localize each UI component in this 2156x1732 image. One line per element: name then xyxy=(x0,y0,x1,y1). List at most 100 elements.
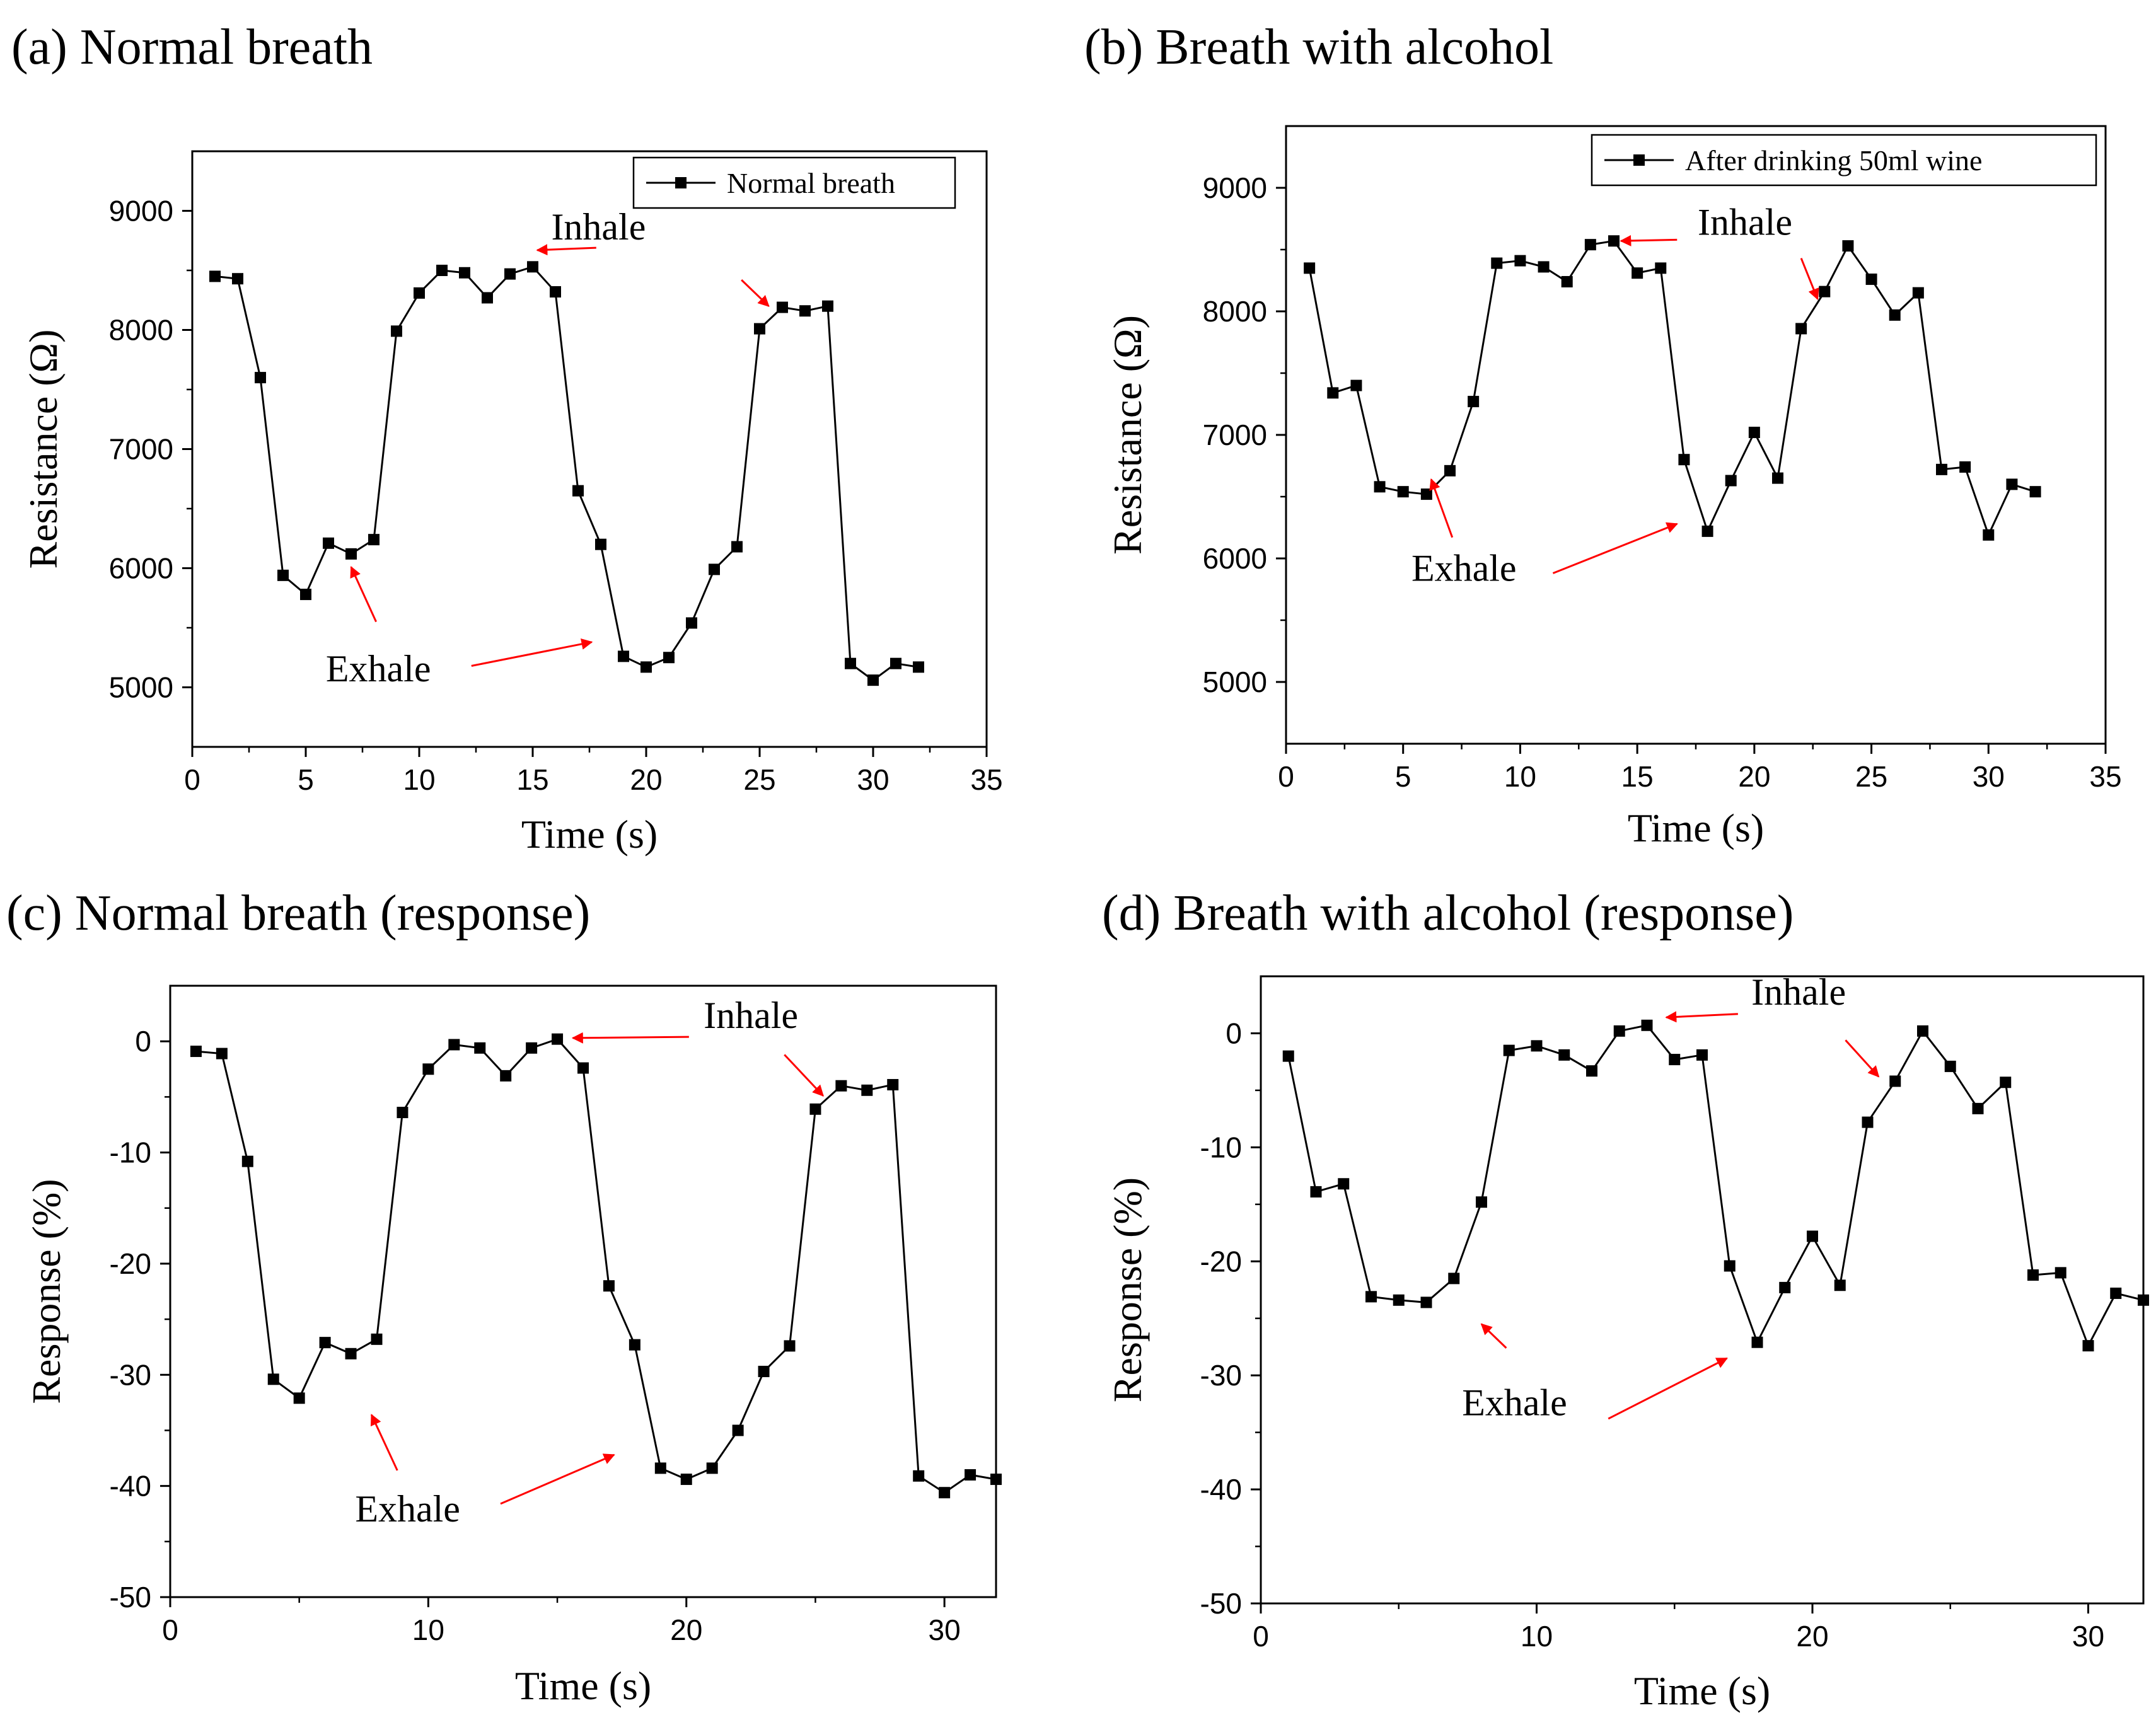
data-point xyxy=(1696,1049,1708,1061)
data-point xyxy=(436,265,448,276)
data-point xyxy=(1669,1054,1681,1066)
data-point xyxy=(777,301,788,313)
data-point xyxy=(1819,286,1831,297)
data-point xyxy=(345,548,357,560)
data-point xyxy=(758,1365,770,1377)
data-point xyxy=(1889,309,1901,321)
data-point xyxy=(1338,1178,1350,1190)
y-tick-label: 7000 xyxy=(1203,419,1267,451)
data-point xyxy=(731,541,743,553)
x-tick-label: 20 xyxy=(670,1614,702,1646)
data-point xyxy=(319,1337,331,1349)
y-tick-label: -50 xyxy=(110,1581,151,1614)
y-tick-label: -40 xyxy=(110,1470,151,1503)
annotation-arrow xyxy=(1608,1357,1728,1420)
y-tick-label: -10 xyxy=(1200,1131,1242,1163)
data-point xyxy=(482,292,493,304)
exhale-annotation: Exhale xyxy=(1462,1382,1567,1424)
data-point xyxy=(890,657,901,669)
x-tick-label: 30 xyxy=(2072,1620,2104,1653)
y-tick-label: 0 xyxy=(135,1025,151,1058)
y-tick-label: -50 xyxy=(1200,1587,1242,1620)
data-point xyxy=(1936,463,1947,475)
data-point xyxy=(835,1080,847,1092)
annotation-arrow xyxy=(1429,478,1454,538)
x-tick-label: 0 xyxy=(1253,1620,1269,1653)
exhale-annotation: Exhale xyxy=(355,1488,460,1530)
data-point xyxy=(1779,1281,1791,1293)
panel-a-title: (a) Normal breath xyxy=(11,20,373,75)
panel-d-title: (d) Breath with alcohol (response) xyxy=(1102,886,1794,941)
data-point xyxy=(1420,1296,1432,1308)
data-point xyxy=(397,1107,409,1119)
x-tick-label: 10 xyxy=(1521,1620,1553,1653)
x-tick-label: 35 xyxy=(2089,760,2121,793)
x-tick-label: 30 xyxy=(929,1614,961,1646)
annotation-arrow xyxy=(1665,1011,1738,1023)
data-point xyxy=(1393,1294,1405,1306)
data-point xyxy=(1310,1186,1322,1198)
y-tick-label: -20 xyxy=(1200,1245,1242,1278)
data-point xyxy=(422,1063,434,1075)
data-point xyxy=(1491,257,1503,269)
data-point xyxy=(654,1462,666,1474)
y-tick-label: 6000 xyxy=(109,552,173,585)
data-point xyxy=(368,534,380,546)
data-point xyxy=(861,1084,873,1096)
data-point xyxy=(323,537,334,549)
inhale-annotation: Inhale xyxy=(551,206,646,248)
data-point xyxy=(845,657,856,669)
data-point xyxy=(1476,1196,1487,1208)
data-point xyxy=(1448,1273,1460,1285)
data-point xyxy=(1514,255,1526,267)
data-point xyxy=(241,1155,253,1167)
legend-marker xyxy=(675,177,687,188)
data-point xyxy=(526,1042,538,1054)
x-tick-label: 0 xyxy=(162,1614,178,1646)
y-axis-label: Response (%) xyxy=(24,1179,69,1404)
annotation-arrow xyxy=(784,1054,824,1097)
data-point xyxy=(1420,488,1432,500)
inhale-annotation: Inhale xyxy=(1751,971,1846,1013)
panel-a: (a) Normal breath 0 5 10 15 20 25 30 35 5000 6000… xyxy=(0,0,1078,866)
x-tick-label: 10 xyxy=(1504,760,1536,793)
y-tick-label: 6000 xyxy=(1203,542,1267,575)
panel-c-title: (c) Normal breath (response) xyxy=(6,886,591,941)
data-point xyxy=(1972,1102,1984,1114)
data-point xyxy=(1503,1044,1515,1056)
series-line xyxy=(1308,240,2036,538)
data-point xyxy=(732,1424,744,1436)
exhale-annotation: Exhale xyxy=(1411,547,1517,589)
data-point xyxy=(1701,525,1713,537)
data-point xyxy=(595,538,606,550)
y-tick-label: -10 xyxy=(110,1136,151,1169)
x-tick-label: 15 xyxy=(1621,760,1654,793)
data-point xyxy=(1889,1075,1901,1087)
data-point xyxy=(293,1392,305,1404)
x-tick-label: 30 xyxy=(857,763,889,796)
chart-b: 0 5 10 15 20 25 30 35 5000 6000 7000 8000 9000 Time (… xyxy=(1105,125,2122,850)
plot-frame xyxy=(169,984,997,1598)
y-tick-label: -40 xyxy=(1200,1473,1242,1506)
x-tick-label: 25 xyxy=(743,763,775,796)
data-point xyxy=(277,569,289,581)
data-point xyxy=(939,1487,951,1499)
x-tick-label: 5 xyxy=(1395,760,1411,793)
x-tick-label: 20 xyxy=(1738,760,1770,793)
series-line xyxy=(214,265,919,682)
annotation-arrow xyxy=(536,244,596,256)
data-point xyxy=(1531,1040,1543,1052)
data-point xyxy=(391,325,402,337)
data-point xyxy=(1724,1260,1736,1272)
data-point xyxy=(913,661,924,673)
data-point xyxy=(232,273,243,285)
y-tick-label: 9000 xyxy=(1203,171,1267,204)
data-point xyxy=(618,650,629,662)
data-point xyxy=(1842,240,1854,252)
y-tick-label: 5000 xyxy=(109,671,173,704)
x-tick-label: 0 xyxy=(1278,760,1294,793)
legend-label: Normal breath xyxy=(727,167,895,199)
data-point xyxy=(1772,472,1783,484)
annotation-arrow xyxy=(1845,1039,1880,1078)
data-point xyxy=(1807,1230,1818,1242)
